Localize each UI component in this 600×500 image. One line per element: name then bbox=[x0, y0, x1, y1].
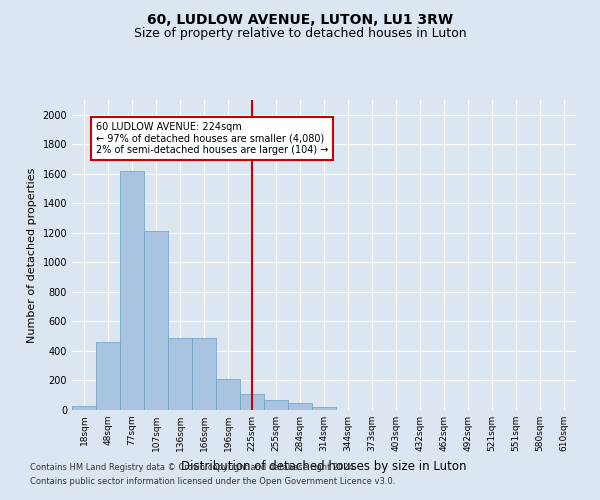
Text: 60 LUDLOW AVENUE: 224sqm
← 97% of detached houses are smaller (4,080)
2% of semi: 60 LUDLOW AVENUE: 224sqm ← 97% of detach… bbox=[96, 122, 328, 156]
Bar bbox=[240, 394, 264, 410]
Bar bbox=[264, 400, 288, 410]
Bar bbox=[144, 232, 168, 410]
Bar bbox=[96, 342, 120, 410]
Y-axis label: Number of detached properties: Number of detached properties bbox=[27, 168, 37, 342]
Bar bbox=[72, 406, 96, 410]
Text: 60, LUDLOW AVENUE, LUTON, LU1 3RW: 60, LUDLOW AVENUE, LUTON, LU1 3RW bbox=[147, 12, 453, 26]
Text: Contains HM Land Registry data © Crown copyright and database right 2024.: Contains HM Land Registry data © Crown c… bbox=[30, 464, 356, 472]
Bar bbox=[216, 379, 240, 410]
Bar bbox=[120, 171, 144, 410]
Bar bbox=[168, 338, 192, 410]
X-axis label: Distribution of detached houses by size in Luton: Distribution of detached houses by size … bbox=[181, 460, 467, 472]
Text: Contains public sector information licensed under the Open Government Licence v3: Contains public sector information licen… bbox=[30, 477, 395, 486]
Bar bbox=[288, 404, 312, 410]
Text: Size of property relative to detached houses in Luton: Size of property relative to detached ho… bbox=[134, 28, 466, 40]
Bar bbox=[312, 407, 336, 410]
Bar bbox=[192, 338, 216, 410]
